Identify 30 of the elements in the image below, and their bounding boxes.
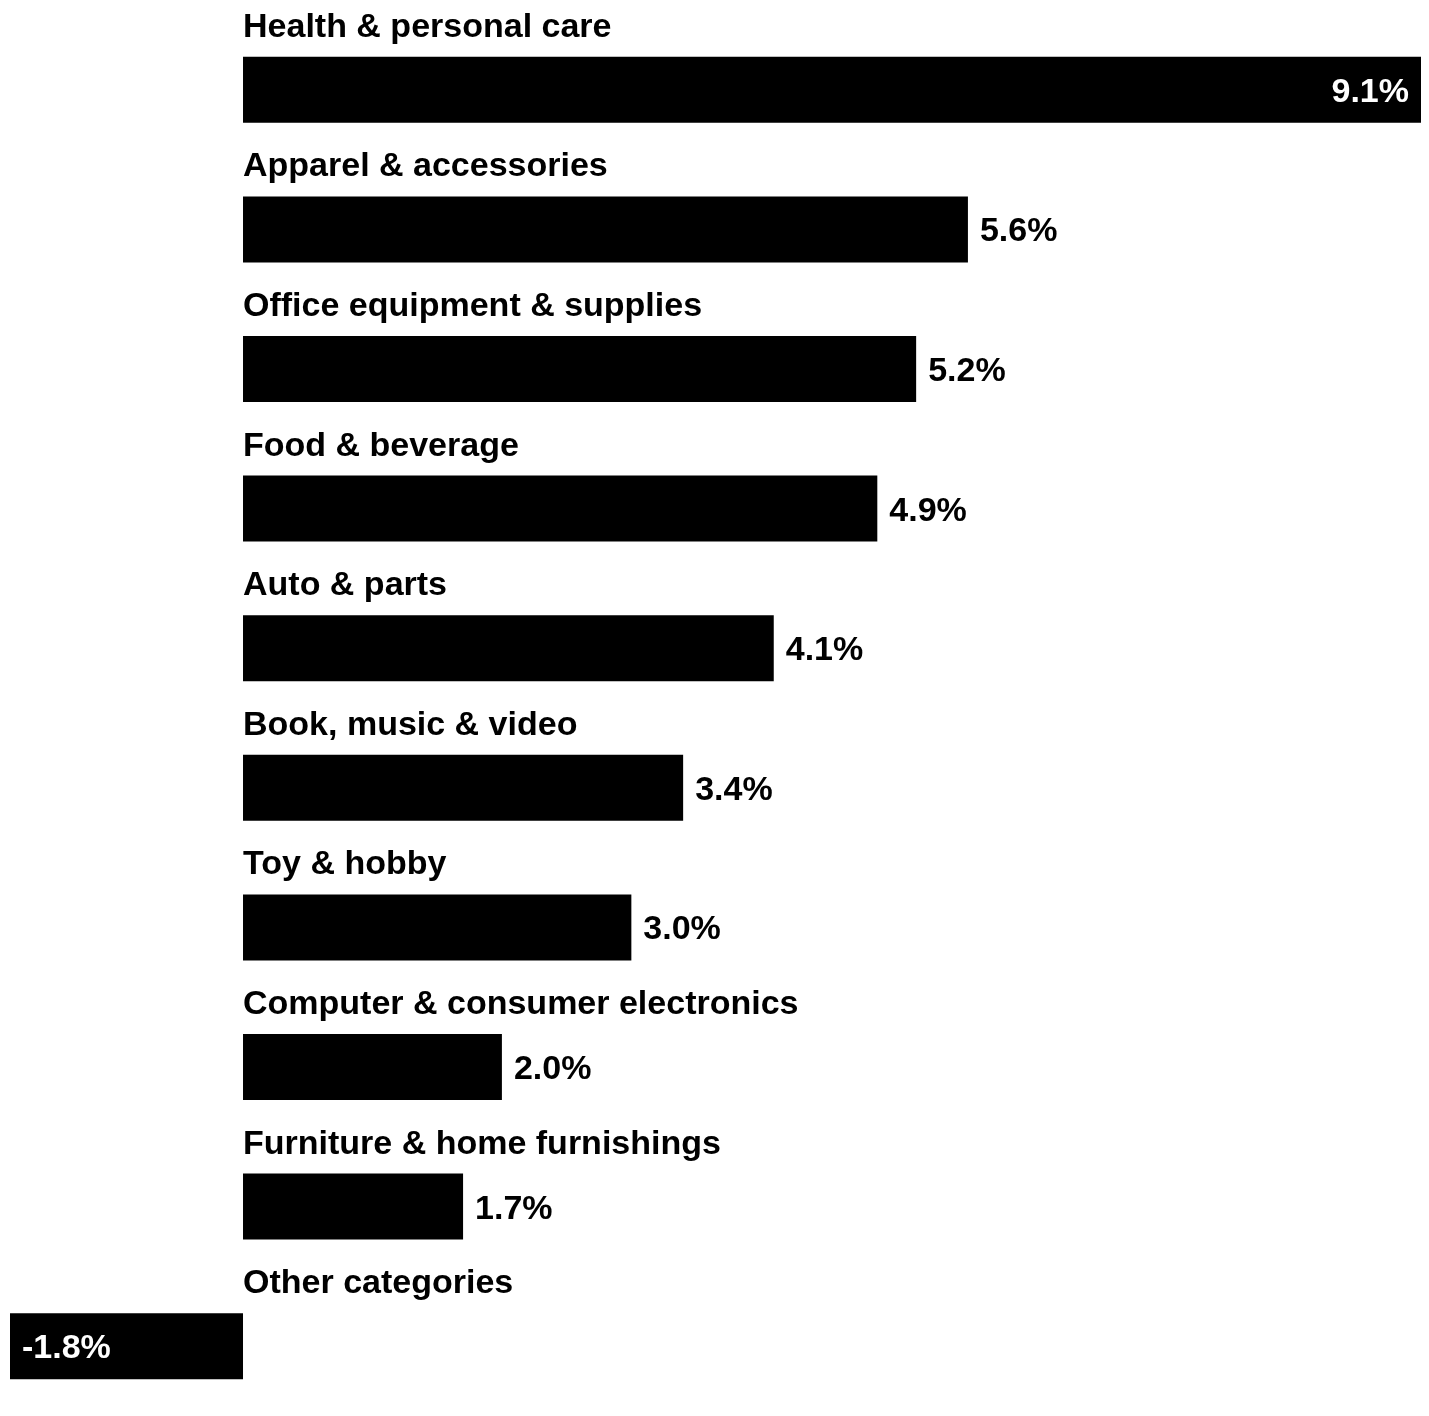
- data-label: 2.0%: [513, 1048, 592, 1086]
- y-tick-label: Office equipment & supplies: [243, 285, 703, 323]
- data-label: 9.1%: [1331, 70, 1409, 109]
- bar: [243, 1034, 502, 1100]
- y-tick-label: Apparel & accessories: [243, 145, 608, 184]
- y-tick-label: Health & personal care: [243, 5, 612, 44]
- bar: [243, 56, 1421, 123]
- data-label: 5.2%: [928, 350, 1006, 388]
- y-tick-label: Other categories: [243, 1262, 514, 1301]
- data-label: -1.8%: [22, 1327, 111, 1366]
- bar: [243, 336, 917, 402]
- data-label: 4.9%: [889, 489, 967, 528]
- bar: [10, 1313, 244, 1380]
- data-label: 1.7%: [475, 1187, 553, 1226]
- y-tick-label: Furniture & home furnishings: [243, 1122, 721, 1161]
- y-tick-label: Toy & hobby: [243, 843, 447, 882]
- data-label: 4.1%: [785, 629, 864, 668]
- bar: [243, 894, 632, 961]
- y-tick-label: Auto & parts: [243, 564, 448, 603]
- bar: [243, 196, 968, 263]
- bar: [243, 615, 774, 682]
- y-tick-label: Food & beverage: [243, 424, 519, 463]
- data-label: 3.4%: [695, 768, 773, 807]
- y-tick-label: Book, music & video: [243, 703, 578, 742]
- data-label: 5.6%: [979, 210, 1058, 249]
- bar: [243, 475, 878, 542]
- bar: [243, 1173, 464, 1240]
- y-tick-label: Computer & consumer electronics: [243, 983, 799, 1021]
- bar: [243, 754, 684, 821]
- data-label: 3.0%: [643, 908, 721, 947]
